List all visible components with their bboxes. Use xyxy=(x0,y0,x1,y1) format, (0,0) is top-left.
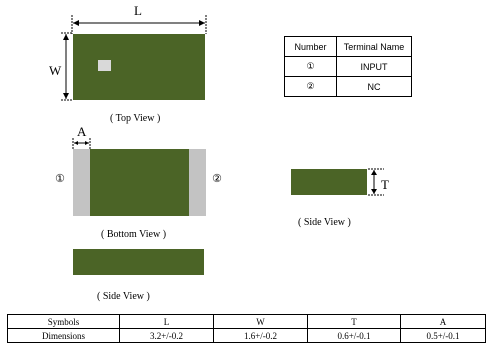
length-label: L xyxy=(134,3,142,18)
header-w: W xyxy=(213,314,308,329)
dimension-table: Symbols L W T A Dimensions 3.2+/-0.2 1.6… xyxy=(7,314,486,343)
a-label: A xyxy=(77,124,87,139)
pad2-label: ② xyxy=(212,172,222,185)
row-label-dimensions: Dimensions xyxy=(7,328,120,343)
width-label: W xyxy=(49,63,62,78)
bottom-view-caption: ( Bottom View ) xyxy=(101,229,167,240)
terminal-number: ② xyxy=(284,76,337,97)
bottom-view-chip-body xyxy=(90,149,189,216)
table-row: ① INPUT xyxy=(284,56,412,77)
terminal-table: Number Terminal Name ① INPUT ② NC xyxy=(284,36,412,97)
value-a: 0.5+/-0.1 xyxy=(400,328,486,343)
terminal-table-header: Number Terminal Name xyxy=(284,36,412,57)
terminal-name: INPUT xyxy=(336,56,412,77)
thickness-label: T xyxy=(381,177,389,192)
side-view-right-chip xyxy=(291,169,367,195)
value-l: 3.2+/-0.2 xyxy=(119,328,214,343)
header-a: A xyxy=(400,314,486,329)
pad1-label: ① xyxy=(55,172,65,185)
table-row: Dimensions 3.2+/-0.2 1.6+/-0.2 0.6+/-0.1… xyxy=(7,328,486,343)
terminal-name: NC xyxy=(336,76,412,97)
pin1-marker xyxy=(98,60,111,71)
header-l: L xyxy=(119,314,214,329)
bottom-view-terminal-left xyxy=(73,149,90,216)
header-symbols: Symbols xyxy=(7,314,120,329)
value-t: 0.6+/-0.1 xyxy=(307,328,401,343)
top-view-caption: ( Top View ) xyxy=(110,113,161,124)
side-view-right-caption: ( Side View ) xyxy=(298,217,351,228)
value-w: 1.6+/-0.2 xyxy=(213,328,308,343)
dimension-table-header: Symbols L W T A xyxy=(7,314,486,329)
table-row: ② NC xyxy=(284,76,412,97)
bottom-view-terminal-right xyxy=(189,149,206,216)
header-terminal-name: Terminal Name xyxy=(336,36,412,57)
top-view-chip-body xyxy=(73,34,205,100)
side-view-bottom-chip xyxy=(73,249,204,275)
terminal-number: ① xyxy=(284,56,337,77)
header-number: Number xyxy=(284,36,337,57)
header-t: T xyxy=(307,314,401,329)
side-view-bottom-caption: ( Side View ) xyxy=(97,291,150,302)
